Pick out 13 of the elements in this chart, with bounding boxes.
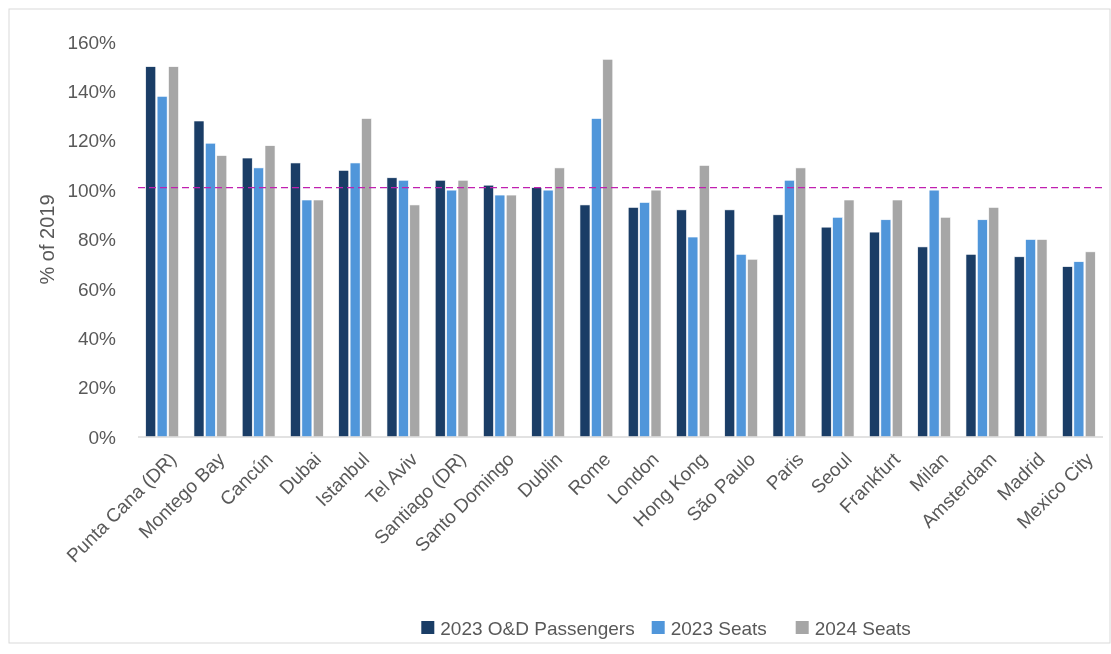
- y-tick-label: 80%: [77, 229, 117, 251]
- y-tick-label: 0%: [88, 426, 117, 448]
- legend-label: 2023 O&D Passengers: [440, 617, 635, 639]
- y-tick-label: 20%: [77, 377, 117, 399]
- y-tick-label: 160%: [67, 31, 117, 53]
- y-tick-label: 100%: [67, 179, 117, 201]
- y-tick-label: 140%: [67, 81, 117, 103]
- y-tick-label: 40%: [77, 327, 117, 349]
- y-tick-label: 120%: [67, 130, 117, 152]
- legend-label: 2024 Seats: [814, 617, 911, 639]
- y-axis-title: % of 2019: [36, 194, 58, 285]
- y-tick-label: 60%: [77, 278, 117, 300]
- legend-label: 2023 Seats: [670, 617, 767, 639]
